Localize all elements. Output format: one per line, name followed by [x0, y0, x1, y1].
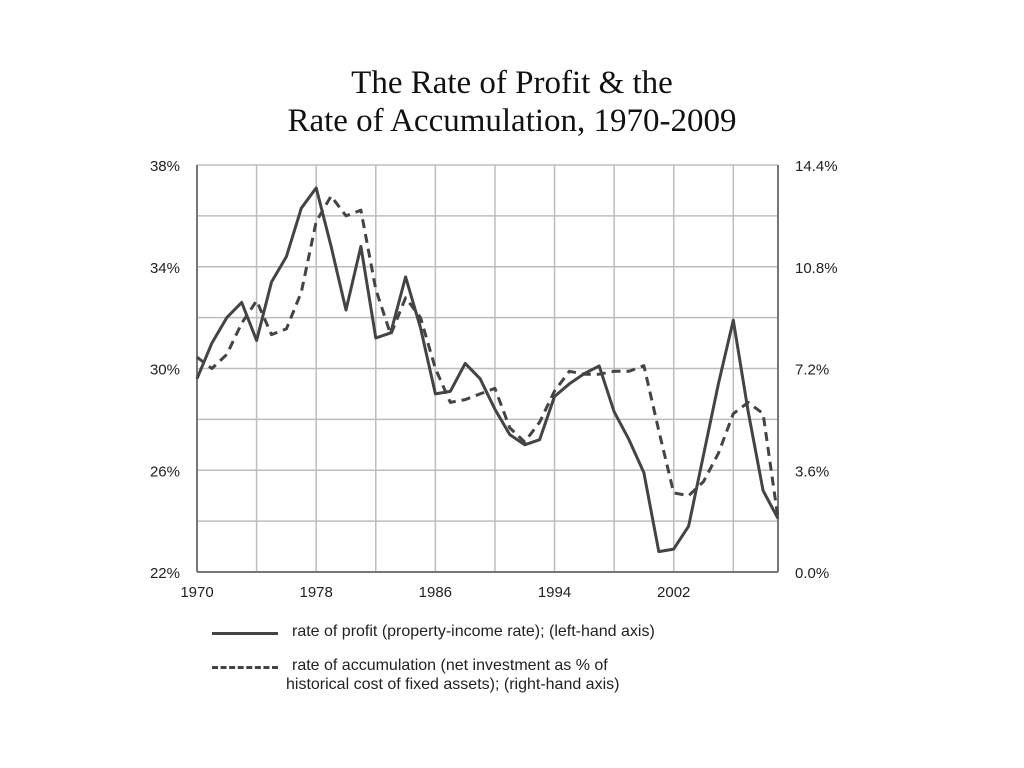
right-y-axis-ticks: 0.0% 3.6% 7.2% 10.8% 14.4% [795, 158, 838, 582]
left-y-tick-label: 22% [150, 565, 180, 582]
x-tick-label: 1986 [419, 584, 452, 601]
right-y-tick-label: 0.0% [795, 565, 829, 582]
legend-swatch-solid [212, 632, 278, 635]
x-tick-label: 1994 [538, 584, 571, 601]
legend-label-accumulation-line2: historical cost of fixed assets); (right… [286, 676, 620, 693]
left-y-tick-label: 34% [150, 260, 180, 277]
chart-title-line1: The Rate of Profit & the [351, 65, 673, 101]
x-tick-label: 2002 [657, 584, 690, 601]
x-axis-ticks: 1970 1978 1986 1994 2002 [180, 584, 690, 601]
left-y-axis-ticks: 22% 26% 30% 34% 38% [150, 158, 180, 582]
axes [196, 165, 779, 573]
x-tick-label: 1978 [299, 584, 332, 601]
series-line-profit [195, 186, 780, 554]
grid [196, 164, 778, 573]
left-y-tick-label: 26% [150, 463, 180, 480]
left-y-tick-label: 38% [150, 158, 180, 175]
x-tick-label: 1970 [180, 584, 213, 601]
right-y-tick-label: 10.8% [795, 260, 838, 277]
right-y-tick-label: 14.4% [795, 158, 838, 175]
chart-title: The Rate of Profit & the Rate of Accumul… [0, 64, 1024, 140]
left-y-tick-label: 30% [150, 362, 180, 379]
series-line-accumulation [196, 194, 780, 519]
right-y-tick-label: 7.2% [795, 362, 829, 379]
legend-label-accumulation: rate of accumulation (net investment as … [286, 656, 619, 694]
legend-label-accumulation-line1: rate of accumulation (net investment as … [292, 657, 608, 674]
series-lines [195, 186, 780, 554]
chart-title-line2: Rate of Accumulation, 1970-2009 [287, 103, 737, 139]
right-y-tick-label: 3.6% [795, 463, 829, 480]
legend-swatch-dashed [212, 666, 278, 669]
legend-label-profit: rate of profit (property-income rate); (… [292, 623, 655, 640]
